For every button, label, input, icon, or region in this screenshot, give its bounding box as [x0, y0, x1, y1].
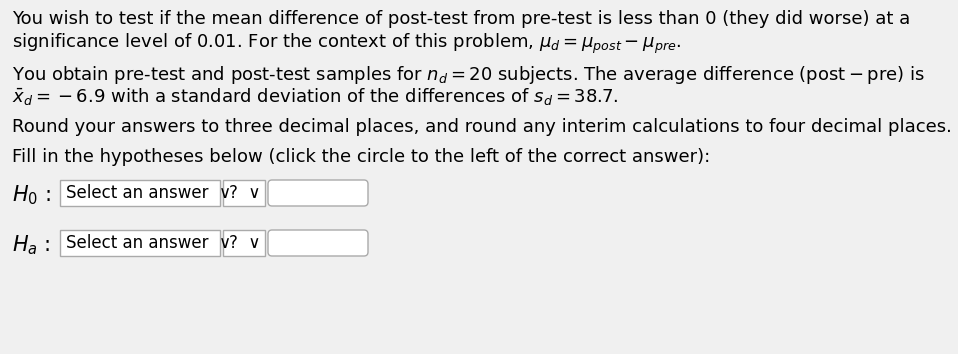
FancyBboxPatch shape [223, 230, 265, 256]
Text: You wish to test if the mean difference of post-test from pre-test is less than : You wish to test if the mean difference … [12, 10, 910, 28]
Text: You obtain pre-test and post-test samples for $n_d = 20$ subjects. The average d: You obtain pre-test and post-test sample… [12, 64, 924, 86]
FancyBboxPatch shape [60, 230, 220, 256]
FancyBboxPatch shape [60, 180, 220, 206]
Text: ?  ∨: ? ∨ [229, 234, 261, 252]
FancyBboxPatch shape [268, 180, 368, 206]
Text: $H_a$ :: $H_a$ : [12, 233, 51, 257]
Text: Round your answers to three decimal places, and round any interim calculations t: Round your answers to three decimal plac… [12, 118, 952, 136]
FancyBboxPatch shape [268, 230, 368, 256]
Text: ?  ∨: ? ∨ [229, 184, 261, 202]
Text: Select an answer  ∨: Select an answer ∨ [66, 234, 231, 252]
Text: $\bar{x}_d = -6.9$ with a standard deviation of the differences of $s_d = 38.7.$: $\bar{x}_d = -6.9$ with a standard devia… [12, 86, 618, 107]
Text: significance level of 0.01. For the context of this problem, $\mu_d = \mu_{post}: significance level of 0.01. For the cont… [12, 32, 681, 56]
Text: Fill in the hypotheses below (click the circle to the left of the correct answer: Fill in the hypotheses below (click the … [12, 148, 710, 166]
Text: Select an answer  ∨: Select an answer ∨ [66, 184, 231, 202]
Text: $H_0$ :: $H_0$ : [12, 183, 51, 207]
FancyBboxPatch shape [223, 180, 265, 206]
